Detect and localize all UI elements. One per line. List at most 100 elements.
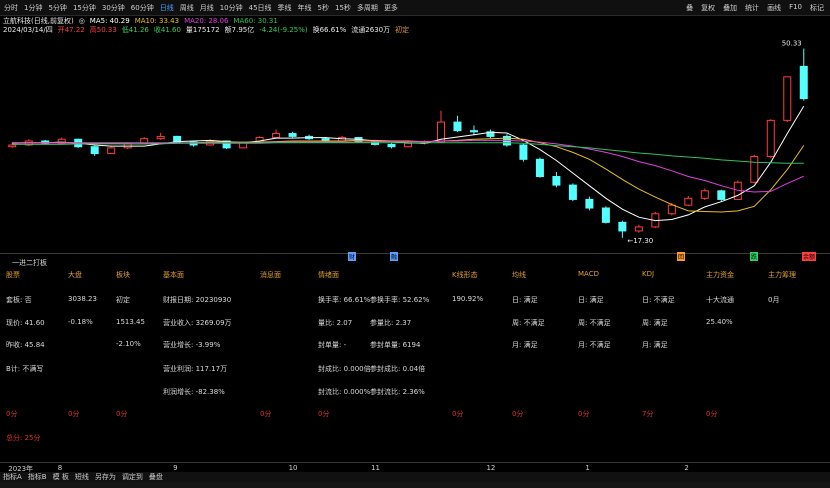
period-tab[interactable]: 周线 [179, 3, 194, 12]
x-tick-label: 10 [288, 464, 298, 472]
info-item: -4.24(-9.25%) [259, 26, 308, 34]
candle-body [107, 147, 116, 155]
cell: 参封成比: 0.04倍 [370, 365, 426, 373]
candle-body [436, 121, 445, 143]
bottom-tab[interactable]: 短线 [74, 473, 89, 481]
column-header: 主力资金 [706, 271, 734, 279]
x-tick-label: 12 [486, 464, 496, 472]
candle-body [585, 198, 594, 209]
quote-info: 2024/03/14/四 开47.22 高50.33 低41.26 收41.60 量175… [0, 25, 409, 35]
period-tab[interactable]: 季线 [277, 3, 292, 12]
period-tab[interactable]: 5秒 [317, 3, 330, 12]
period-tab[interactable]: 年线 [297, 3, 312, 12]
tool-button[interactable]: 标记 [810, 3, 824, 12]
info-item: 2024/03/14/四 [3, 26, 53, 34]
toolbar: 分时 1分钟 5分钟 15分钟 30分钟 60分钟 日线 周线 月线 10分钟 45日线 季线 年线 5秒… [0, 0, 830, 16]
cell: 利润增长: -82.38% [163, 388, 225, 396]
score: 0分 [260, 410, 272, 418]
tool-button[interactable]: F10 [789, 2, 802, 11]
ma-line [12, 142, 804, 164]
info-item: 低41.26 [121, 26, 149, 34]
cell: B计: 不满写 [6, 365, 44, 373]
event-marker: 回 [677, 252, 686, 261]
x-tick-label: 8 [57, 464, 63, 472]
period-tab[interactable]: 15秒 [335, 3, 351, 12]
cell: 参量比: 2.37 [370, 319, 412, 327]
score: 0分 [116, 410, 128, 418]
x-tick-label: 2023年 [8, 465, 34, 473]
indicator-panel: 一进二打板 股票 套板: 否现价: 41.60 昨收: 45.84 B计: 不满写 0分 大… [0, 258, 830, 458]
cell: 周: 不满足 [512, 319, 545, 327]
tool-button[interactable]: 统计 [745, 3, 760, 12]
score: 0分 [452, 410, 464, 418]
score: 0分 [512, 410, 524, 418]
candle-body [90, 146, 99, 155]
period-tab[interactable]: 45日线 [248, 3, 272, 12]
x-tick-label: 11 [371, 464, 380, 472]
bottom-tab[interactable]: 指标A [3, 473, 22, 481]
info-item: 初定 [395, 26, 410, 34]
cell: 日: 满足 [512, 296, 538, 304]
tool-buttons: 叠复权 叠加 统计 画线 F10 标记 [686, 3, 824, 13]
bottom-tab[interactable]: 模 板 [52, 473, 69, 481]
period-tab[interactable]: 60分钟 [130, 3, 154, 12]
period-tabs: 分时 1分钟 5分钟 15分钟 30分钟 60分钟 日线 周线 月线 10分钟 45日线 季线 年线 5秒… [0, 3, 398, 13]
candle-body [123, 142, 132, 149]
candle-body [684, 197, 693, 206]
period-tab[interactable]: 多周期 [356, 3, 378, 12]
tool-button[interactable]: 叠加 [723, 3, 738, 12]
cell: -2.10% [116, 340, 141, 348]
bottom-tab[interactable]: 指标B [27, 473, 47, 481]
cell: 营业增长: -3.99% [163, 341, 221, 349]
bottom-tab[interactable]: 另存为 [94, 473, 116, 481]
period-tab[interactable]: 10分钟 [219, 3, 243, 12]
ma-info: 立航科技(日线,前复权) ◎ MA5: 40.29 MA10: 33.43 MA20: … [0, 16, 278, 26]
panel-title: 一进二打板 [12, 259, 47, 267]
period-tab[interactable]: 5分钟 [48, 3, 67, 12]
tool-button[interactable]: 复权 [701, 3, 716, 12]
bottom-tab[interactable]: 叠盘 [148, 473, 163, 481]
period-tab[interactable]: 月线 [199, 3, 214, 12]
candle-body [750, 155, 759, 183]
tool-button[interactable]: 画线 [767, 3, 782, 12]
period-tab[interactable]: 30分钟 [101, 3, 125, 12]
cell: 0月 [768, 296, 780, 304]
info-item: 额7.95亿 [224, 26, 255, 34]
cell: 财报日期: 20230930 [163, 296, 232, 304]
cell: 周: 满足 [642, 319, 668, 327]
candle-body [634, 226, 643, 232]
cell: 月: 满足 [512, 341, 538, 349]
score: 0分 [578, 410, 590, 418]
candle-body [8, 144, 17, 148]
candle-body [552, 176, 561, 186]
column-header: 板块 [116, 271, 130, 279]
cell: 封流比: 0.000% [318, 388, 371, 396]
tool-button[interactable]: 叠 [686, 3, 694, 12]
candle-body [799, 65, 808, 100]
period-tab[interactable]: 分时 [4, 3, 18, 12]
period-tab[interactable]: 更多 [383, 3, 398, 12]
bottom-tab[interactable]: 调定到 [121, 473, 143, 481]
x-tick-label: 1 [585, 464, 590, 472]
cell: 月: 满足 [642, 341, 668, 349]
candle-body [519, 144, 528, 160]
period-tab[interactable]: 日线 [159, 3, 174, 12]
candle-body [486, 131, 495, 137]
column-header: 情绪面 [318, 271, 339, 279]
cell: 营业利润: 117.17万 [163, 365, 228, 373]
column-header: 消息面 [260, 271, 281, 279]
cell: 换手率: 66.61% [318, 296, 371, 304]
price-annotation: 50.33 [782, 40, 802, 48]
candle-body [57, 138, 66, 144]
column-header: 主力筹理 [768, 271, 796, 279]
kline-chart: 50.33 ←17.30 [8, 40, 808, 245]
cell: 初定 [116, 296, 130, 304]
candle-body [783, 76, 792, 121]
candle-body [568, 184, 577, 200]
info-item: 高50.33 [89, 26, 117, 34]
period-tab[interactable]: 15分钟 [72, 3, 96, 12]
ma-line [12, 139, 804, 193]
candle-body [717, 190, 726, 200]
period-tab[interactable]: 1分钟 [24, 3, 43, 12]
price-annotation: ←17.30 [627, 237, 653, 245]
